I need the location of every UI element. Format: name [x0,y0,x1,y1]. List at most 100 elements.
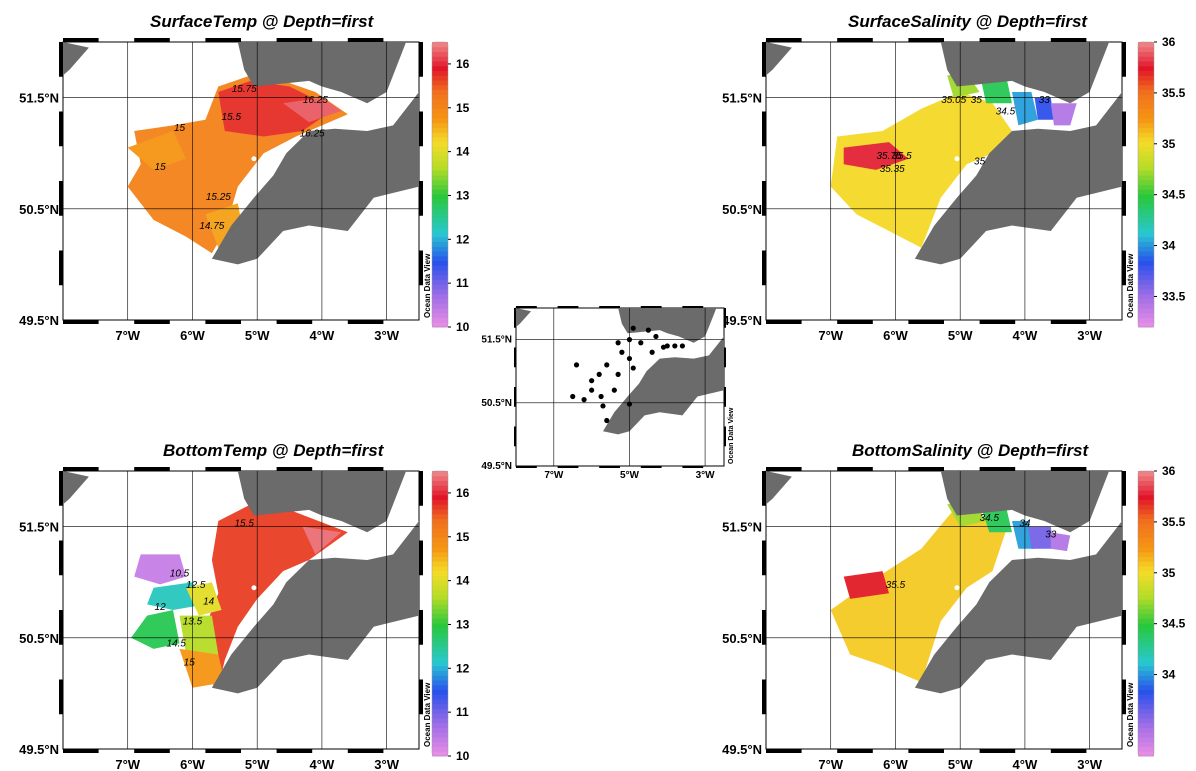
colorbar-tick-label: 36 [1162,464,1176,478]
frame-tick [419,679,423,715]
colorbar-segment [1138,270,1154,276]
frame-tick [1122,181,1126,216]
station-point [589,378,595,384]
colorbar-segment [1138,194,1154,200]
colorbar-segment [432,499,448,505]
colorbar-segment [1138,108,1154,114]
colorbar-segment [1138,661,1154,667]
station-point [630,365,636,371]
colorbar-tick-label: 12 [456,232,470,246]
x-tick-label: 5°W [245,757,270,771]
colorbar-segment [432,699,448,705]
data-cell [179,648,225,688]
contour-label: 35.75 [876,151,901,162]
colorbar-segment [1138,99,1154,105]
frame-tick [1050,749,1087,753]
data-cell [186,582,222,616]
colorbar-segment [432,198,448,204]
colorbar-segment [1138,480,1154,486]
colorbar-segment [432,580,448,586]
frame-tick [514,426,516,447]
station-point [604,362,610,368]
frame-tick [762,42,766,77]
ocean-data-view-label: Ocean Data View [1126,253,1135,318]
frame-tick [59,610,63,645]
colorbar-segment [432,532,448,538]
colorbar-segment [1138,251,1154,257]
frame-tick [762,111,766,147]
frame-tick [514,387,516,407]
colorbar-segment [1138,580,1154,586]
contour-label: 35 [974,156,986,167]
colorbar-segment [432,298,448,304]
colorbar-tick-label: 33.5 [1162,289,1186,303]
frame-tick [682,466,704,468]
colorbar-segment [432,236,448,242]
colorbar-segment [432,113,448,119]
colorbar-tick-label: 14 [456,574,470,588]
colorbar-segment [432,642,448,648]
colorbar-segment [432,504,448,510]
station-point [619,349,625,355]
frame-tick [837,749,873,753]
colorbar-segment [1138,289,1154,295]
colorbar-segment [1138,246,1154,252]
station-point [615,371,621,377]
frame-tick [766,320,802,324]
colorbar-segment [1138,208,1154,214]
colorbar-segment [1138,518,1154,524]
colorbar-tick-label: 36 [1162,35,1176,49]
colorbar-segment [432,170,448,176]
frame-tick [514,308,516,328]
ocean-data-view-label: Ocean Data View [728,407,735,464]
x-tick-label: 3°W [1077,757,1102,771]
colorbar-segment [432,475,448,481]
contour-label: 12 [155,602,167,613]
station-marker [251,585,257,591]
colorbar-segment [1138,94,1154,100]
frame-tick [347,320,384,324]
colorbar-segment [432,99,448,105]
y-tick-label: 51.5°N [481,335,512,346]
land-england [603,336,724,435]
frame-tick [640,306,662,308]
colorbar-segment [1138,127,1154,133]
colorbar-segment [432,322,448,328]
data-cell [843,142,909,170]
colorbar-segment [432,141,448,147]
contour-label: 15 [155,162,167,173]
frame-tick [1122,42,1126,77]
frame-tick [908,320,944,324]
station-marker [954,585,960,591]
frame-tick [63,38,99,42]
colorbar-segment [1138,627,1154,633]
colorbar-tick-label: 34 [1162,668,1176,682]
data-cell [218,80,335,137]
frame-tick [640,466,662,468]
frame-tick [557,466,579,468]
x-tick-label: 7°W [115,328,140,340]
station-point [679,343,686,349]
frame-tick [205,320,241,324]
colorbar-frame [431,41,449,328]
colorbar-segment [1138,312,1154,318]
colorbar-segment [432,537,448,543]
colorbar-segment [432,175,448,181]
frame-tick [908,749,944,753]
data-cell [179,615,219,655]
station-marker [251,156,257,162]
station-point [649,349,655,355]
colorbar-segment [432,284,448,290]
colorbar-segment [1138,575,1154,581]
frame-tick [908,38,944,42]
colorbar-segment [432,289,448,295]
colorbar-segment [432,42,448,48]
frame-tick [762,610,766,645]
frame-tick [276,749,313,753]
colorbar-tick-label: 34.5 [1162,188,1186,202]
colorbar-segment [432,232,448,238]
station-point [653,333,659,340]
frame-tick [724,347,726,368]
